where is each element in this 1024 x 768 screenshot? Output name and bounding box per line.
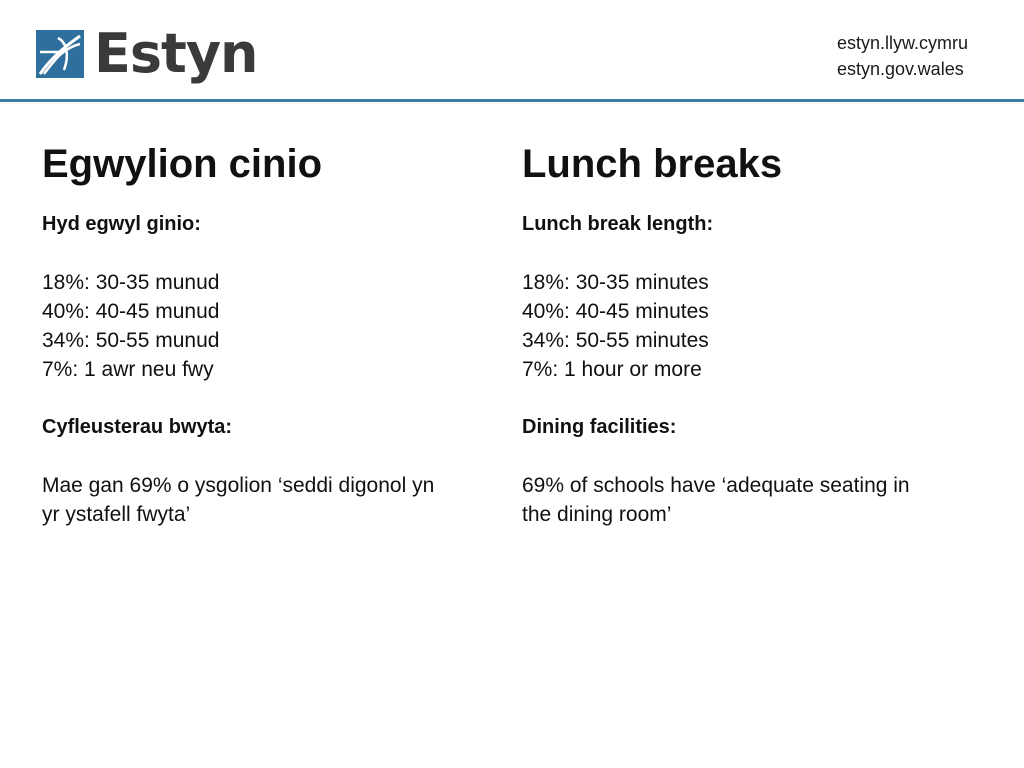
english-length-item: 7%: 1 hour or more: [522, 358, 702, 381]
header-divider: [0, 99, 1024, 102]
english-facilities-text-line-1: 69% of schools have ‘adequate seating in: [522, 474, 910, 497]
estyn-logo-text: Estyn: [94, 22, 258, 85]
welsh-facilities-text-line-1: Mae gan 69% o ysgolion ‘seddi digonol yn: [42, 474, 435, 497]
english-facilities-text-line-2: the dining room’: [522, 503, 672, 526]
welsh-column: Egwylion cinio Hyd egwyl ginio: 18%: 30-…: [42, 138, 502, 529]
welsh-title: Egwylion cinio: [42, 142, 323, 186]
english-length-item: 18%: 30-35 minutes: [522, 271, 709, 294]
welsh-length-item: 18%: 30-35 munud: [42, 271, 220, 294]
welsh-length-heading: Hyd egwyl ginio:: [42, 213, 201, 235]
english-title: Lunch breaks: [522, 142, 783, 186]
welsh-facilities-heading: Cyfleusterau bwyta:: [42, 416, 233, 438]
welsh-length-item: 40%: 40-45 munud: [42, 300, 220, 323]
url-english[interactable]: estyn.gov.wales: [836, 59, 964, 79]
english-column: Lunch breaks Lunch break length: 18%: 30…: [522, 138, 982, 529]
welsh-facilities-text-line-2: yr ystafell fwyta’: [42, 503, 191, 526]
slide-header: Estyn estyn.llyw.cymru estyn.gov.wales: [0, 0, 1024, 100]
welsh-length-item: 7%: 1 awr neu fwy: [42, 358, 214, 381]
english-length-item: 40%: 40-45 minutes: [522, 300, 709, 323]
website-links: estyn.llyw.cymru estyn.gov.wales: [837, 30, 968, 82]
english-facilities-heading: Dining facilities:: [522, 416, 677, 438]
english-length-item: 34%: 50-55 minutes: [522, 329, 709, 352]
estyn-logo-mark-icon: [36, 30, 84, 78]
welsh-length-item: 34%: 50-55 munud: [42, 329, 220, 352]
url-welsh[interactable]: estyn.llyw.cymru: [836, 33, 968, 53]
estyn-logo: Estyn: [36, 22, 258, 86]
english-length-heading: Lunch break length:: [522, 213, 714, 235]
